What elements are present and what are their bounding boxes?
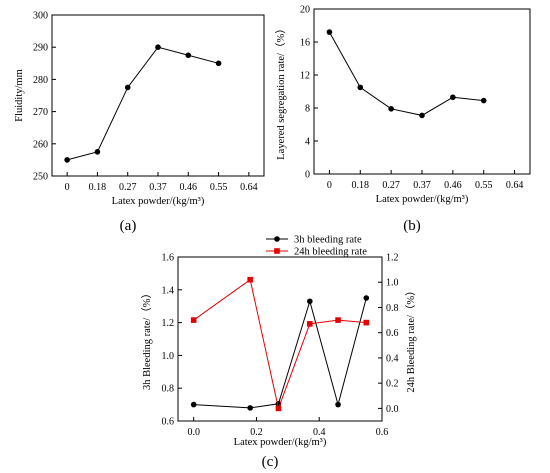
panel-label-b: (b) bbox=[403, 218, 421, 234]
y-tick-label-b: 12 bbox=[300, 71, 310, 82]
y-tick-label-left-c: 0.8 bbox=[162, 384, 175, 395]
data-point-c bbox=[307, 321, 313, 327]
y-tick-label-right-c: 0.4 bbox=[386, 353, 399, 364]
data-point-a bbox=[124, 84, 131, 91]
data-point-a bbox=[64, 157, 70, 163]
data-point-c bbox=[190, 317, 197, 323]
x-axis-label-c: Latex powder/(kg/m³) bbox=[234, 437, 327, 448]
data-point-c bbox=[363, 295, 370, 301]
y-tick-label-left-c: 1.2 bbox=[162, 318, 175, 329]
x-tick-label-a: 0.64 bbox=[240, 182, 258, 193]
series-line-c bbox=[193, 278, 367, 411]
x-tick-label-a: 0.18 bbox=[89, 182, 107, 193]
data-point-b bbox=[388, 106, 394, 112]
x-tick-label-a: 0 bbox=[65, 182, 70, 193]
data-point-a bbox=[185, 52, 192, 59]
y-tick-label-b: 4 bbox=[305, 137, 310, 148]
y-tick-label-a: 300 bbox=[33, 11, 48, 22]
y-tick-label-a: 290 bbox=[33, 43, 48, 54]
x-tick-label-c: 0.6 bbox=[376, 427, 389, 438]
data-point-c bbox=[190, 401, 197, 408]
y-tick-label-b: 16 bbox=[300, 38, 310, 49]
y-tick-label-right-c: 0.2 bbox=[386, 379, 399, 390]
data-point-c bbox=[335, 317, 341, 323]
y-axis-label-a: Fluidity/mm bbox=[14, 69, 25, 122]
data-point-a bbox=[215, 60, 222, 67]
x-tick-label-b: 0.64 bbox=[506, 180, 524, 191]
y-tick-label-b: 8 bbox=[305, 104, 310, 115]
x-tick-label-b: 0.55 bbox=[475, 180, 493, 191]
y-tick-label-a: 270 bbox=[33, 107, 48, 118]
y-tick-label-left-c: 0.6 bbox=[162, 417, 175, 428]
data-point-b bbox=[357, 84, 364, 91]
y-tick-label-right-c: 0.8 bbox=[386, 303, 399, 314]
x-tick-label-a: 0.46 bbox=[180, 182, 198, 193]
y-axis-label-b: Layered segregation rate/（%） bbox=[275, 23, 287, 159]
x-tick-label-b: 0.37 bbox=[413, 180, 431, 191]
data-point-c bbox=[307, 298, 313, 305]
y-tick-label-right-c: 1.0 bbox=[386, 278, 399, 289]
x-tick-label-a: 0.37 bbox=[149, 182, 167, 193]
panel-label-a: (a) bbox=[120, 218, 137, 234]
y-tick-label-right-c: 1.2 bbox=[386, 253, 399, 264]
x-axis-label-b: Latex powder/(kg/m³) bbox=[376, 194, 469, 205]
chart-c: 0.0 0.2 0.4 0.6 0.6 0.8 1.0 1.2 1.4 1.6 0.0 0.2 0.4 0… bbox=[141, 235, 417, 449]
x-tick-label-c: 0.0 bbox=[187, 427, 200, 438]
legend-label: 24h bleeding rate bbox=[294, 247, 367, 258]
y-axis-label-right-c: 24h Bleeding rate/（%） bbox=[405, 285, 417, 392]
series-line-c bbox=[193, 297, 367, 409]
y-tick-label-right-c: 0.0 bbox=[386, 404, 399, 415]
y-tick-label-left-c: 1.6 bbox=[162, 253, 175, 264]
y-tick-label-a: 260 bbox=[33, 139, 48, 150]
panel-label-c: (c) bbox=[262, 454, 279, 470]
data-point-b bbox=[450, 94, 456, 101]
y-tick-label-left-c: 1.0 bbox=[162, 351, 175, 362]
x-axis-label-a: Latex powder/(kg/m³) bbox=[112, 196, 205, 207]
data-point-c bbox=[363, 319, 370, 326]
legend-marker bbox=[274, 236, 280, 242]
data-point-b bbox=[419, 112, 425, 119]
data-point-b bbox=[480, 97, 487, 104]
data-point-c bbox=[247, 405, 253, 411]
y-tick-label-right-c: 0.6 bbox=[386, 328, 399, 339]
x-tick-label-b: 0.27 bbox=[382, 180, 400, 191]
data-point-b bbox=[326, 29, 333, 35]
data-point-c bbox=[335, 401, 341, 408]
chart-a: 0 0.18 0.27 0.37 0.46 0.55 0.64 250 260 270 280 290… bbox=[14, 11, 265, 207]
plot-frame-b bbox=[313, 8, 531, 175]
data-point-a bbox=[94, 149, 101, 155]
x-tick-label-b: 0.46 bbox=[444, 180, 462, 191]
x-tick-label-a: 0.27 bbox=[119, 182, 137, 193]
x-tick-label-c: 0.4 bbox=[313, 427, 326, 438]
y-tick-label-b: 20 bbox=[300, 5, 310, 16]
legend-marker bbox=[274, 248, 280, 254]
y-axis-label-left-c: 3h Bleeding rate/（%） bbox=[141, 288, 153, 390]
y-tick-label-b: 0 bbox=[305, 170, 310, 181]
data-point-c bbox=[275, 405, 282, 412]
x-tick-label-b: 0.18 bbox=[352, 180, 370, 191]
series-line-a bbox=[67, 46, 219, 161]
x-tick-label-c: 0.2 bbox=[250, 427, 263, 438]
x-tick-label-a: 0.55 bbox=[210, 182, 228, 193]
y-tick-label-left-c: 1.4 bbox=[162, 285, 175, 296]
legend-label: 3h bleeding rate bbox=[294, 235, 362, 246]
series-line-b bbox=[328, 31, 484, 116]
y-tick-label-a: 280 bbox=[33, 75, 48, 86]
data-point-c bbox=[247, 276, 253, 283]
y-tick-label-a: 250 bbox=[33, 172, 48, 183]
data-point-a bbox=[155, 44, 161, 50]
chart-b: 0 0.18 0.27 0.37 0.46 0.55 0.64 0 4 8 12 16 20 Latex … bbox=[275, 5, 531, 205]
x-tick-label-b: 0 bbox=[327, 180, 332, 191]
plot-frame-a bbox=[51, 14, 265, 177]
plot-frame-c bbox=[177, 256, 383, 422]
